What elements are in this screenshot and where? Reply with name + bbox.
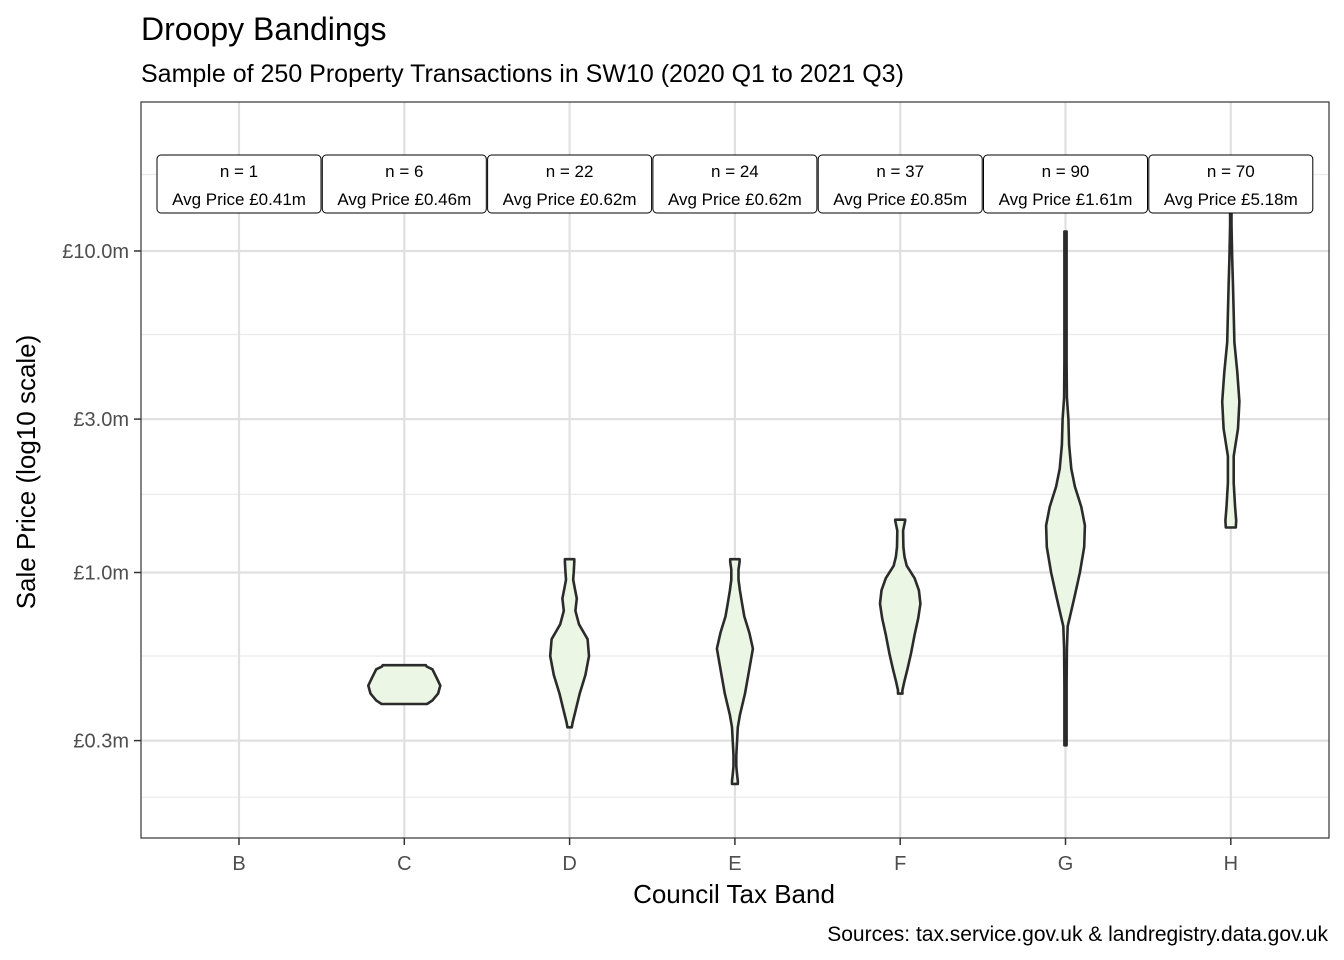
plot-area: n = 1 Avg Price £0.41m n = 6 Avg Price £0.4… bbox=[140, 101, 1330, 839]
label-box bbox=[817, 154, 983, 214]
x-axis-title: Council Tax Band bbox=[633, 879, 835, 909]
group-label-F: n = 37 Avg Price £0.85m bbox=[817, 154, 983, 214]
y-tick-label: £3.0m bbox=[73, 409, 129, 431]
violin-G bbox=[1044, 230, 1087, 747]
y-tick-label: £10.0m bbox=[62, 241, 129, 263]
label-box bbox=[1148, 154, 1314, 214]
y-tick-label: £0.3m bbox=[73, 731, 129, 753]
avg-price-label: Avg Price £0.85m bbox=[833, 190, 967, 209]
y-axis-title: Sale Price (log10 scale) bbox=[11, 335, 41, 610]
group-label-C: n = 6 Avg Price £0.46m bbox=[321, 154, 487, 214]
y-tick-label: £1.0m bbox=[73, 563, 129, 585]
avg-price-label: Avg Price £5.18m bbox=[1164, 190, 1298, 209]
avg-price-label: Avg Price £0.41m bbox=[172, 190, 306, 209]
violin-F bbox=[878, 518, 922, 695]
group-label-G: n = 90 Avg Price £1.61m bbox=[983, 154, 1148, 214]
n-label: n = 24 bbox=[711, 162, 759, 181]
label-box bbox=[321, 154, 487, 214]
violin-E bbox=[715, 557, 755, 786]
x-axis: B C D E F G H bbox=[232, 838, 1238, 875]
caption: Sources: tax.service.gov.uk & landregist… bbox=[827, 923, 1328, 946]
group-label-D: n = 22 Avg Price £0.62m bbox=[487, 154, 653, 214]
y-axis: £0.3m £1.0m £3.0m £10.0m bbox=[62, 241, 141, 753]
group-labels: n = 1 Avg Price £0.41m n = 6 Avg Price £0.4… bbox=[156, 154, 1314, 214]
n-label: n = 22 bbox=[546, 162, 594, 181]
avg-price-label: Avg Price £0.62m bbox=[503, 190, 637, 209]
n-label: n = 90 bbox=[1042, 162, 1090, 181]
avg-price-label: Avg Price £1.61m bbox=[999, 190, 1133, 209]
x-tick-label: D bbox=[562, 853, 576, 875]
violin-C bbox=[367, 663, 442, 706]
chart-subtitle: Sample of 250 Property Transactions in S… bbox=[141, 60, 904, 88]
label-box bbox=[983, 154, 1148, 214]
violins bbox=[367, 156, 1241, 786]
x-tick-label: G bbox=[1058, 853, 1074, 875]
label-box bbox=[156, 154, 322, 214]
group-label-B: n = 1 Avg Price £0.41m bbox=[156, 154, 322, 214]
avg-price-label: Avg Price £0.46m bbox=[337, 190, 471, 209]
n-label: n = 6 bbox=[385, 162, 423, 181]
chart-title: Droopy Bandings bbox=[141, 11, 386, 47]
x-tick-label: E bbox=[728, 853, 741, 875]
x-tick-label: F bbox=[894, 853, 906, 875]
n-label: n = 1 bbox=[220, 162, 258, 181]
violin-D bbox=[548, 557, 591, 729]
label-box bbox=[487, 154, 653, 214]
group-label-H: n = 70 Avg Price £5.18m bbox=[1148, 154, 1314, 214]
n-label: n = 70 bbox=[1207, 162, 1255, 181]
n-label: n = 37 bbox=[876, 162, 924, 181]
label-box bbox=[652, 154, 818, 214]
avg-price-label: Avg Price £0.62m bbox=[668, 190, 802, 209]
x-tick-label: H bbox=[1224, 853, 1238, 875]
x-tick-label: B bbox=[232, 853, 245, 875]
x-tick-label: C bbox=[397, 853, 411, 875]
group-label-E: n = 24 Avg Price £0.62m bbox=[652, 154, 818, 214]
